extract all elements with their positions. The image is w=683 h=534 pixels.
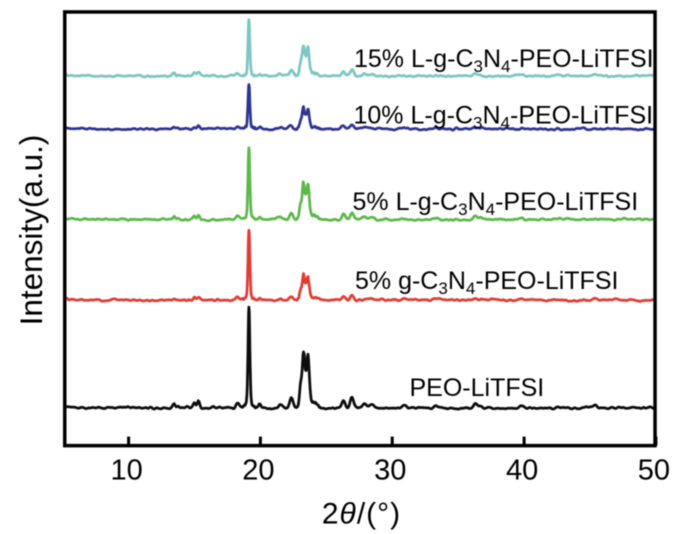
svg-text:2θ/(°): 2θ/(°) <box>322 498 401 531</box>
svg-text:15% L-g-C3N4-PEO-LiTFSI: 15% L-g-C3N4-PEO-LiTFSI <box>354 45 654 76</box>
svg-text:10% L-g-C3N4-PEO-LiTFSI: 10% L-g-C3N4-PEO-LiTFSI <box>354 102 654 133</box>
svg-text:5% g-C3N4-PEO-LiTFSI: 5% g-C3N4-PEO-LiTFSI <box>355 267 618 298</box>
svg-text:40: 40 <box>506 455 538 487</box>
svg-text:PEO-LiTFSI: PEO-LiTFSI <box>410 374 545 402</box>
svg-text:20: 20 <box>242 455 274 487</box>
svg-text:50: 50 <box>638 455 670 487</box>
svg-text:30: 30 <box>374 455 406 487</box>
svg-text:5% L-g-C3N4-PEO-LiTFSI: 5% L-g-C3N4-PEO-LiTFSI <box>353 188 639 219</box>
svg-text:10: 10 <box>110 455 142 487</box>
svg-text:Intensity(a.u.): Intensity(a.u.) <box>13 135 49 326</box>
